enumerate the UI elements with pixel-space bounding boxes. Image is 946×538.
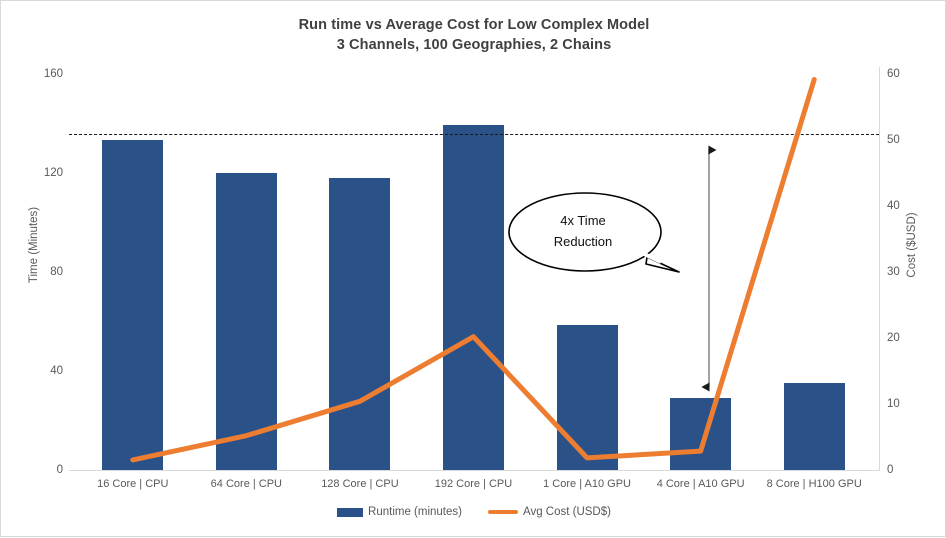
bar-0[interactable]	[102, 140, 164, 471]
legend-item-avg-cost[interactable]: Avg Cost (USD$)	[487, 506, 611, 518]
legend-swatch-line-icon	[487, 510, 518, 514]
callout-bubble	[508, 192, 680, 273]
bar-6[interactable]	[783, 382, 845, 471]
legend-item-runtime[interactable]: Runtime (minutes)	[337, 506, 462, 518]
x-axis-category-label-5: 4 Core | A10 GPU	[656, 478, 745, 490]
x-axis-category-label-4: 1 Core | A10 GPU	[543, 478, 631, 490]
y-axis-right-tick-30: 30	[887, 266, 900, 278]
legend-label-avg-cost: Avg Cost (USD$)	[522, 506, 611, 518]
legend-swatch-bar-icon	[337, 507, 364, 517]
x-axis-category-label-1: 64 Core | CPU	[210, 478, 282, 490]
y-axis-left-tick-120: 120	[43, 167, 63, 179]
callout-line2: Reduction	[553, 234, 613, 249]
x-axis-category-label-3: 192 Core | CPU	[434, 478, 513, 490]
x-axis-category-label-2: 128 Core | CPU	[321, 478, 399, 490]
bar-4[interactable]	[556, 324, 618, 471]
right-axis-line	[879, 67, 880, 471]
y-axis-right-tick-0: 0	[887, 464, 894, 476]
plot-area	[76, 67, 871, 471]
bar-1[interactable]	[215, 173, 277, 471]
x-axis-category-label-6: 8 Core | H100 GPU	[766, 478, 862, 490]
bar-5[interactable]	[670, 397, 732, 471]
y-axis-left-tick-160: 160	[43, 68, 63, 80]
chart-legend: Runtime (minutes) Avg Cost (USD$)	[1, 506, 946, 518]
y-axis-left-tick-0: 0	[56, 464, 63, 476]
y-axis-right-tick-20: 20	[887, 332, 900, 344]
x-axis-category-label-0: 16 Core | CPU	[97, 478, 169, 490]
chart-title: Run time vs Average Cost for Low Complex…	[1, 15, 946, 55]
y-axis-left-tick-40: 40	[50, 365, 63, 377]
bar-3[interactable]	[443, 125, 504, 471]
y-axis-right-tick-40: 40	[887, 200, 900, 212]
bar-2[interactable]	[329, 178, 391, 471]
chart-title-line1: Run time vs Average Cost for Low Complex…	[298, 17, 650, 33]
callout-text: 4x Time Reduction	[517, 210, 649, 252]
callout-line1: 4x Time	[560, 213, 606, 228]
y-axis-right-tick-10: 10	[887, 398, 900, 410]
legend-label-runtime: Runtime (minutes)	[368, 506, 462, 518]
threshold-dashed-line	[69, 134, 879, 136]
y-axis-left-tick-80: 80	[50, 266, 63, 278]
y-axis-right-tick-50: 50	[887, 134, 900, 146]
x-axis-line	[69, 470, 879, 471]
chart-title-line2: 3 Channels, 100 Geographies, 2 Chains	[336, 37, 612, 53]
y-axis-right-tick-60: 60	[887, 68, 900, 80]
